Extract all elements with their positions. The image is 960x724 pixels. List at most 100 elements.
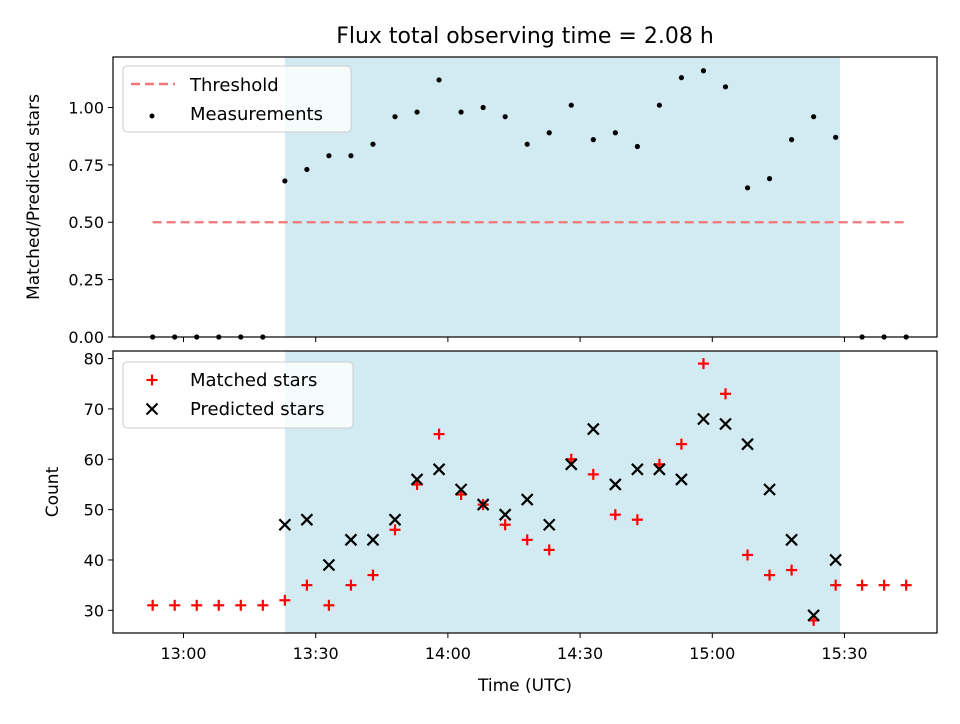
matched-star-point [147, 599, 159, 611]
measurement-point [766, 176, 773, 182]
measurement-point [436, 77, 442, 83]
top-plot-frame [112, 56, 938, 338]
predicted-star-point [344, 533, 358, 547]
matched-star-point [169, 599, 181, 611]
top-legend: Threshold Measurements [122, 65, 352, 133]
measurement-point [502, 114, 508, 120]
predicted-star-point [785, 533, 798, 547]
measurement-point [568, 102, 574, 108]
top-y-tick-label: 0.25 [68, 271, 104, 290]
matched-star-point [191, 599, 203, 611]
top-y-tick-label: 0.50 [68, 213, 104, 232]
x-tick-label: 15:30 [821, 644, 867, 663]
matched-star-point [786, 564, 798, 576]
legend-measurements-marker [149, 113, 155, 119]
matched-star-point [719, 388, 731, 400]
matched-star-point [742, 549, 754, 561]
predicted-star-point [476, 498, 490, 511]
bottom-plot-frame [112, 350, 938, 634]
x-axis-label: Time (UTC) [477, 676, 572, 696]
chart-title: Flux total observing time = 2.08 h [336, 24, 714, 49]
matched-star-point [235, 599, 247, 611]
matched-star-point [367, 569, 379, 581]
top-y-tick-label: 0.75 [68, 156, 104, 175]
bottom-legend: Matched stars Predicted stars [122, 361, 354, 429]
measurement-point [370, 141, 376, 147]
predicted-star-point [498, 508, 512, 521]
legend-predicted-label: Predicted stars [190, 399, 324, 420]
measurement-point [546, 130, 552, 136]
predicted-star-point [631, 463, 644, 476]
top-y-tick-label: 1.00 [68, 98, 104, 117]
measurement-point [656, 102, 662, 108]
bottom-y-tick-label: 40 [84, 551, 104, 570]
x-tick-label: 13:00 [160, 644, 206, 663]
matched-star-point [900, 579, 912, 591]
measurement-point [304, 166, 310, 173]
legend-matched-glyph [146, 374, 158, 386]
top-panel: 0.00 0.25 0.50 0.75 1.00 Matched/Predicted s… [24, 56, 938, 347]
matched-star-point [389, 524, 401, 536]
matched-star-point [675, 438, 687, 450]
matched-star-point [543, 544, 555, 556]
predicted-star-point [300, 513, 314, 526]
x-tick-label: 13:30 [293, 644, 339, 663]
predicted-star-point [829, 553, 842, 567]
measurement-point [700, 68, 707, 74]
measurement-point [414, 109, 420, 115]
matched-star-point [301, 579, 313, 591]
legend-matched-marker [146, 374, 158, 386]
measurement-point [744, 185, 751, 191]
predicted-star-point [587, 422, 600, 436]
predicted-star-point [609, 478, 622, 491]
predicted-star-point [278, 518, 292, 532]
matched-star-point [830, 579, 842, 591]
predicted-star-point [520, 493, 534, 506]
bottom-panel: 30 40 50 60 70 80 13:00 13:30 14:00 14:30 15:00 15… [43, 350, 938, 696]
predicted-star-point [807, 609, 820, 622]
top-y-tick-label: 0.00 [68, 328, 104, 347]
matched-star-point [323, 599, 335, 611]
x-tick-label: 14:00 [425, 644, 471, 663]
matched-star-point [609, 509, 621, 521]
matched-star-point [631, 514, 643, 526]
measurement-point [678, 75, 685, 81]
bottom-legend-box [122, 361, 354, 429]
matched-star-point [345, 579, 357, 591]
bottom-y-tick-label: 60 [84, 450, 104, 469]
legend-measurements-label: Measurements [190, 104, 323, 125]
predicted-star-point [564, 458, 578, 471]
matched-star-point [433, 428, 445, 440]
predicted-star-point [719, 417, 732, 431]
matched-star-point [697, 358, 709, 370]
matched-star-point [856, 579, 868, 591]
matched-star-point [764, 569, 776, 581]
predicted-star-point [454, 483, 468, 496]
legend-matched-label: Matched stars [190, 370, 317, 391]
x-tick-label: 15:00 [689, 644, 735, 663]
measurement-point [348, 153, 354, 159]
top-y-axis-label: Matched/Predicted stars [24, 94, 44, 300]
measurement-point [811, 114, 817, 120]
legend-predicted-marker [145, 402, 159, 416]
top-legend-box [122, 65, 352, 133]
predicted-star-point [366, 533, 380, 547]
bottom-y-tick-label: 70 [84, 400, 104, 419]
top-observing-window [284, 57, 841, 337]
measurement-point [833, 134, 839, 140]
predicted-star-point [388, 513, 402, 526]
measurement-point [634, 143, 640, 150]
x-tick-label: 14:30 [557, 644, 603, 663]
matched-star-point [213, 599, 225, 611]
predicted-star-point [322, 558, 336, 572]
matched-star-point [587, 468, 599, 480]
measurement-point [458, 109, 464, 115]
legend-predicted-glyph [145, 402, 159, 416]
measurement-point [524, 141, 530, 147]
measurement-point [326, 153, 332, 159]
measurement-point [282, 178, 288, 184]
predicted-star-point [763, 483, 776, 496]
bottom-y-tick-label: 30 [84, 601, 104, 620]
measurement-point [722, 84, 729, 90]
